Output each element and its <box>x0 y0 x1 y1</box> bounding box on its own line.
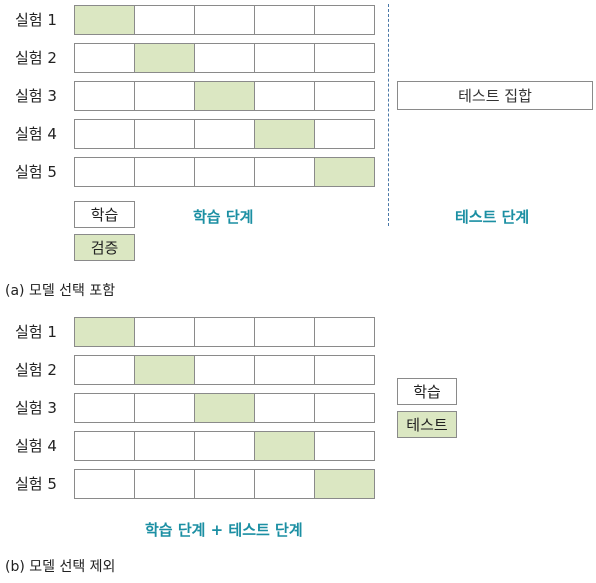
fold-cell <box>134 393 195 423</box>
fold-cell <box>314 81 375 111</box>
test-set-box: 테스트 집합 <box>397 81 593 110</box>
fold-cell <box>314 119 375 149</box>
fold-cell <box>134 431 195 461</box>
fold-row-a-5 <box>74 157 375 187</box>
fold-cell <box>74 317 135 347</box>
fold-cell <box>134 119 195 149</box>
phase-train-label: 학습 단계 <box>193 208 254 226</box>
fold-row-a-4 <box>74 119 375 149</box>
trial-label: 실험 4 <box>15 437 57 455</box>
fold-row-a-3 <box>74 81 375 111</box>
fold-cell <box>134 157 195 187</box>
fold-cell <box>134 317 195 347</box>
fold-row-b-3 <box>74 393 375 423</box>
trial-label: 실험 4 <box>15 125 57 143</box>
fold-row-b-4 <box>74 431 375 461</box>
fold-cell <box>194 469 255 499</box>
trial-label: 실험 1 <box>15 11 57 29</box>
fold-cell <box>314 469 375 499</box>
fold-cell <box>74 393 135 423</box>
fold-cell <box>254 81 315 111</box>
fold-cell <box>314 5 375 35</box>
trial-label: 실험 5 <box>15 163 57 181</box>
fold-cell <box>74 469 135 499</box>
fold-row-b-5 <box>74 469 375 499</box>
fold-cell <box>254 393 315 423</box>
fold-cell <box>194 355 255 385</box>
fold-cell <box>314 157 375 187</box>
caption-a: (a) 모델 선택 포함 <box>5 283 116 299</box>
fold-cell <box>74 431 135 461</box>
fold-cell <box>74 5 135 35</box>
fold-cell <box>314 355 375 385</box>
fold-cell <box>254 355 315 385</box>
fold-cell <box>314 431 375 461</box>
fold-cell <box>134 5 195 35</box>
legend-test: 테스트 <box>397 411 457 438</box>
fold-cell <box>254 469 315 499</box>
fold-row-b-2 <box>74 355 375 385</box>
fold-cell <box>194 393 255 423</box>
fold-cell <box>194 43 255 73</box>
phase-divider <box>388 4 389 226</box>
fold-cell <box>254 157 315 187</box>
fold-cell <box>74 81 135 111</box>
fold-cell <box>134 81 195 111</box>
fold-cell <box>134 355 195 385</box>
phase-test-label: 테스트 단계 <box>455 208 530 226</box>
trial-label: 실험 5 <box>15 475 57 493</box>
fold-row-a-2 <box>74 43 375 73</box>
trial-label: 실험 2 <box>15 361 57 379</box>
fold-row-b-1 <box>74 317 375 347</box>
fold-cell <box>194 5 255 35</box>
fold-cell <box>314 43 375 73</box>
fold-cell <box>254 5 315 35</box>
fold-cell <box>194 431 255 461</box>
fold-cell <box>134 469 195 499</box>
fold-cell <box>254 317 315 347</box>
legend-validation: 검증 <box>74 234 135 261</box>
fold-cell <box>254 119 315 149</box>
fold-cell <box>74 43 135 73</box>
fold-cell <box>74 355 135 385</box>
trial-label: 실험 2 <box>15 49 57 67</box>
legend-train: 학습 <box>397 378 457 405</box>
fold-cell <box>194 317 255 347</box>
fold-cell <box>254 431 315 461</box>
fold-cell <box>194 157 255 187</box>
trial-label: 실험 3 <box>15 87 57 105</box>
phase-combined-label: 학습 단계 + 테스트 단계 <box>145 521 303 539</box>
legend-train: 학습 <box>74 201 135 228</box>
fold-cell <box>314 317 375 347</box>
fold-cell <box>74 157 135 187</box>
fold-cell <box>74 119 135 149</box>
fold-cell <box>194 119 255 149</box>
trial-label: 실험 1 <box>15 323 57 341</box>
fold-cell <box>254 43 315 73</box>
fold-cell <box>314 393 375 423</box>
fold-cell <box>194 81 255 111</box>
fold-row-a-1 <box>74 5 375 35</box>
fold-cell <box>134 43 195 73</box>
trial-label: 실험 3 <box>15 399 57 417</box>
caption-b: (b) 모델 선택 제외 <box>5 559 116 575</box>
